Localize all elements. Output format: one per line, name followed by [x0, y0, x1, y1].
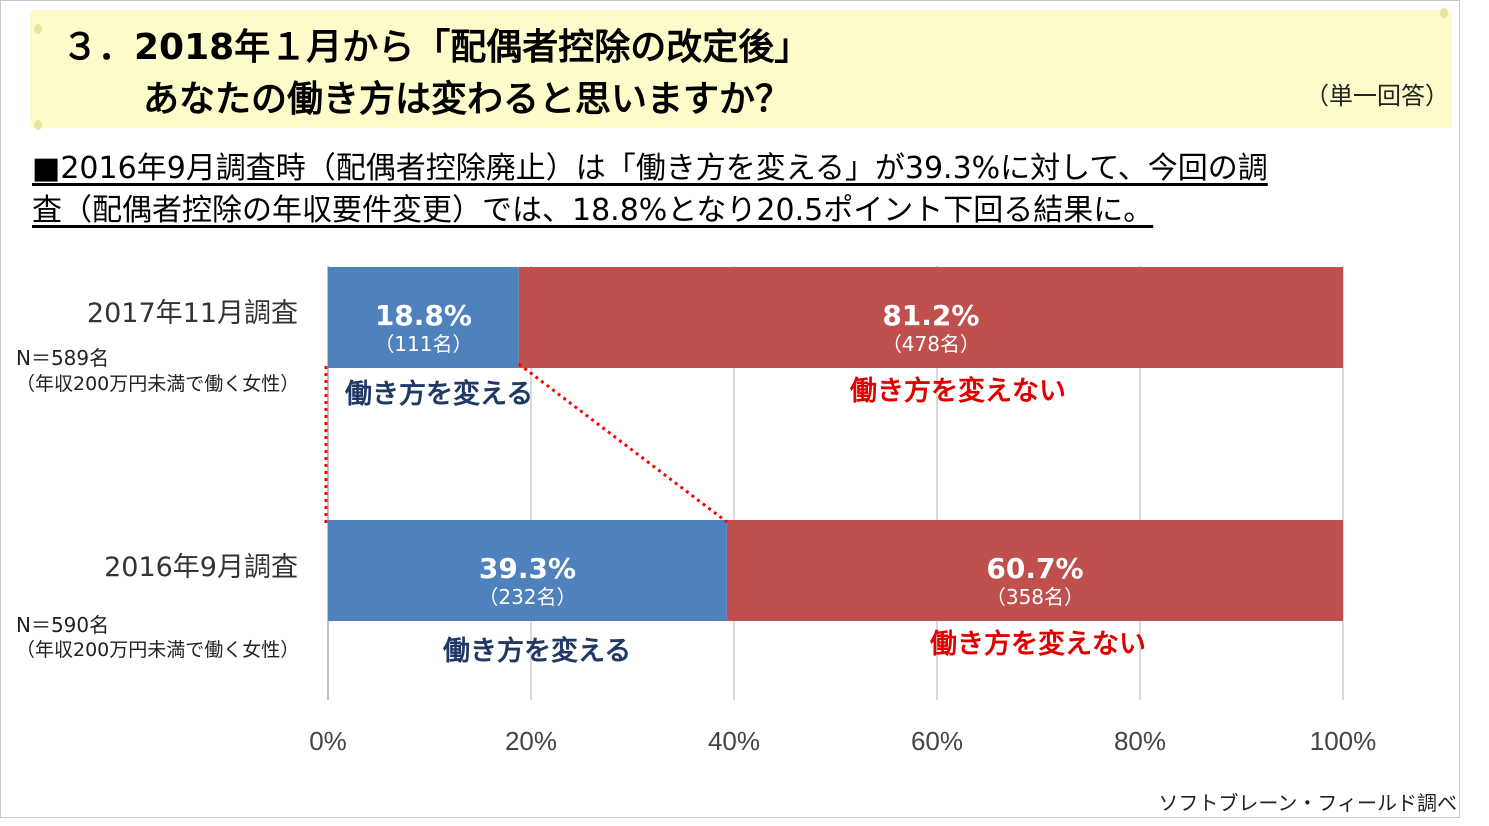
- series-label: 働き方を変えない: [930, 628, 1146, 660]
- band-curl-top-right: [1440, 8, 1448, 18]
- sample-size-label: N＝589名: [16, 346, 109, 370]
- series-label: 働き方を変える: [443, 635, 631, 667]
- data-label: 81.2%: [882, 299, 979, 332]
- data-label: 18.8%: [375, 299, 472, 332]
- x-tick-label: 0%: [309, 726, 347, 756]
- answer-type-note: （単一回答）: [1305, 82, 1449, 110]
- title-line-2: あなたの働き方は変わると思いますか？: [143, 79, 792, 120]
- bar-segment: [328, 267, 519, 368]
- category-label: 2017年11月調査: [87, 298, 298, 329]
- count-label: （111名）: [374, 332, 472, 356]
- series-label: 働き方を変える: [345, 378, 533, 410]
- x-tick-label: 100%: [1310, 726, 1377, 756]
- x-tick-label: 40%: [708, 726, 760, 756]
- summary-line-1: ■2016年9月調査時（配偶者控除廃止）は「働き方を変える」が39.3%に対して…: [32, 151, 1268, 186]
- slide-frame: [0, 0, 1460, 818]
- band-curl-top-left: [34, 24, 42, 34]
- band-curl-bottom-left: [34, 120, 42, 130]
- sample-desc-label: （年収200万円未満で働く女性）: [16, 639, 299, 661]
- x-tick-label: 20%: [505, 726, 557, 756]
- x-tick-label: 60%: [911, 726, 963, 756]
- series-label: 働き方を変えない: [850, 375, 1066, 407]
- title-band: [30, 10, 1452, 128]
- connector-line-diagonal: [517, 362, 728, 524]
- count-label: （478名）: [882, 332, 980, 356]
- data-label: 60.7%: [986, 552, 1083, 585]
- sample-size-label: N＝590名: [16, 613, 109, 637]
- bar-segment: [328, 520, 727, 621]
- bar-segment: [726, 520, 1343, 621]
- title-line-1: ３．2018年１月から「配偶者控除の改定後」: [62, 27, 811, 68]
- bar-segment: [518, 267, 1343, 368]
- category-label: 2016年9月調査: [104, 552, 298, 583]
- count-label: （358名）: [986, 585, 1084, 609]
- sample-desc-label: （年収200万円未満で働く女性）: [16, 373, 299, 395]
- summary-line-2: 査（配偶者控除の年収要件変更）では、18.8%となり20.5ポイント下回る結果に…: [32, 193, 1154, 228]
- source-note: ソフトブレーン・フィールド調べ: [1158, 791, 1457, 815]
- x-tick-label: 80%: [1114, 726, 1166, 756]
- summary-text: ■2016年9月調査時（配偶者控除廃止）は「働き方を変える」が39.3%に対して…: [32, 148, 1412, 232]
- count-label: （232名）: [478, 585, 576, 609]
- data-label: 39.3%: [479, 552, 576, 585]
